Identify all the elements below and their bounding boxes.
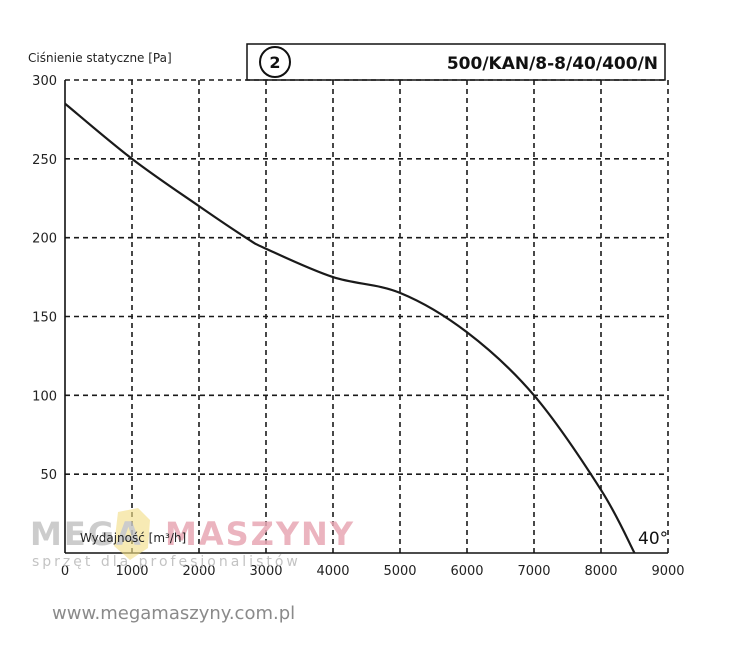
series-group — [64, 102, 636, 554]
y-tick-label: 100 — [32, 389, 57, 404]
y-tick-label: 150 — [32, 311, 57, 326]
x-tick-label: 0 — [61, 564, 69, 579]
y-axis-title: Ciśnienie statyczne [Pa] — [28, 51, 172, 65]
watermark-brand-left: MEGA — [30, 515, 143, 553]
watermark-tagline: sprzęt dla profesjonalistów — [32, 554, 301, 570]
y-tick-labels: 50 100 150 200 250 300 — [32, 74, 57, 483]
model-name: 500/KAN/8-8/40/400/N — [447, 54, 658, 74]
watermark: MEGA MASZYNY sprzęt dla profesjonalistów — [30, 508, 355, 570]
x-tick-label: 4000 — [316, 564, 349, 579]
x-tick-label: 6000 — [450, 564, 483, 579]
x-tick-label: 7000 — [517, 564, 550, 579]
curve-label: 40° — [638, 529, 668, 549]
axes — [64, 80, 668, 554]
y-tick-label: 200 — [32, 232, 57, 247]
x-tick-label: 5000 — [383, 564, 416, 579]
x-tick-labels: 0 1000 2000 3000 4000 5000 6000 7000 8000 9000 — [61, 564, 685, 579]
watermark-url: www.megamaszyny.com.pl — [52, 603, 295, 624]
x-tick-label: 9000 — [651, 564, 684, 579]
badge-number: 2 — [269, 53, 280, 72]
series-line — [64, 102, 636, 554]
watermark-brand-right: MASZYNY — [165, 515, 355, 553]
grid-lines — [65, 79, 669, 553]
y-tick-label: 300 — [32, 74, 57, 89]
x-tick-label: 2000 — [182, 564, 215, 579]
x-axis-title: Wydajność [m³/h] — [80, 531, 186, 545]
watermark-logo-icon — [114, 508, 150, 560]
y-tick-label: 50 — [40, 468, 57, 483]
model-header-box — [246, 43, 666, 81]
x-tick-label: 3000 — [249, 564, 282, 579]
x-tick-label: 1000 — [115, 564, 148, 579]
y-tick-label: 250 — [32, 153, 57, 168]
x-tick-label: 8000 — [584, 564, 617, 579]
badge-circle — [259, 46, 291, 78]
